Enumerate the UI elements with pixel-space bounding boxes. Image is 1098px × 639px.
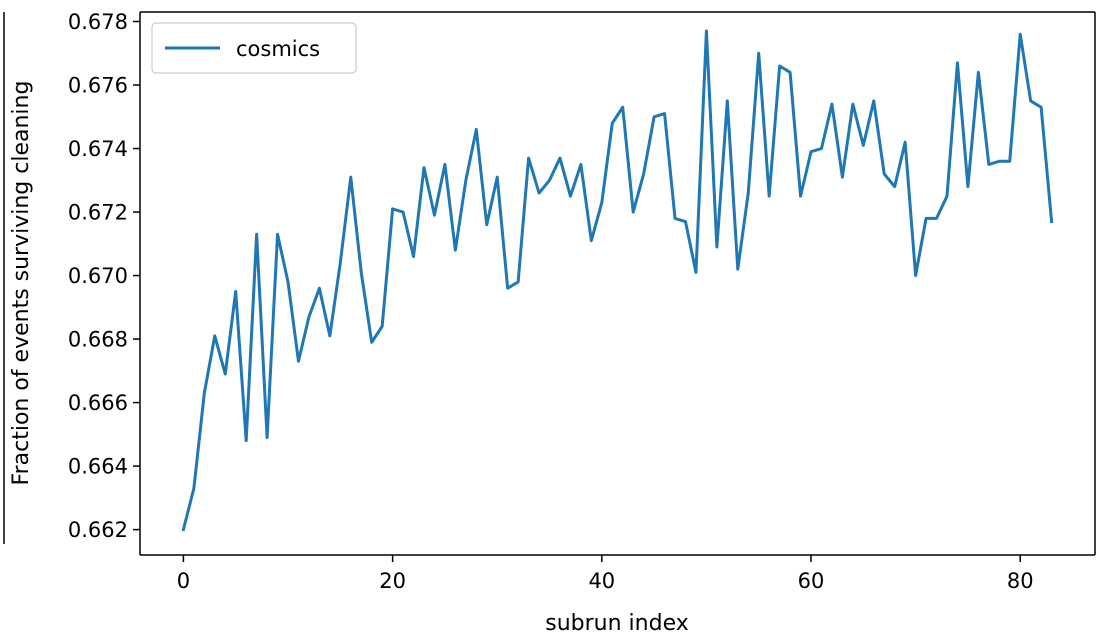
x-axis-label: subrun index: [545, 611, 688, 636]
y-tick-label: 0.668: [68, 328, 128, 352]
series-layer: [181, 29, 1054, 532]
x-tick-label: 0: [177, 569, 190, 593]
legend-box: [151, 22, 357, 74]
y-tick-label: 0.674: [68, 137, 128, 161]
y-tick-label: 0.664: [68, 455, 128, 479]
y-tick-label: 0.662: [68, 518, 128, 542]
x-tick-label: 80: [1007, 569, 1034, 593]
y-tick-label: 0.666: [68, 391, 128, 415]
x-tick-label: 20: [379, 569, 406, 593]
plot-area: [140, 12, 1095, 555]
x-tick-label: 60: [798, 569, 825, 593]
y-tick-label: 0.670: [68, 264, 128, 288]
y-axis-label: Fraction of events surviving cleaning: [9, 81, 34, 486]
x-tick-label: 40: [588, 569, 615, 593]
legend: cosmics: [151, 22, 357, 74]
legend-label-cosmics: cosmics: [236, 37, 320, 61]
y-axis-ticks: 0.662 0.664 0.666 0.668 0.670 0.672 0.674 0.676…: [68, 10, 140, 542]
y-tick-label: 0.678: [68, 10, 128, 34]
y-tick-label: 0.676: [68, 74, 128, 98]
series-line-cosmics: [181, 29, 1054, 532]
x-axis-ticks: 0 20 40 60 80: [177, 555, 1034, 593]
y-tick-label: 0.672: [68, 201, 128, 225]
axes-frame: [139, 11, 1096, 556]
